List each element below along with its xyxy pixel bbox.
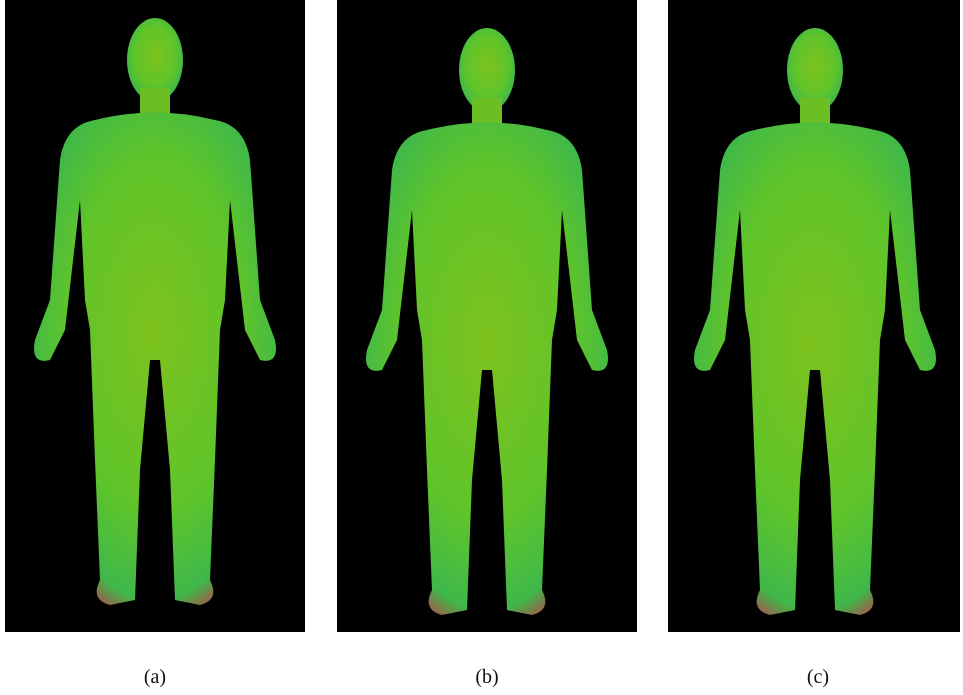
figure: (a) (b) (c) (0, 0, 963, 695)
panel-label: (a) (144, 666, 166, 688)
panel-label: (b) (475, 666, 498, 688)
panel-c (668, 0, 960, 632)
panel-b (337, 0, 637, 632)
panel-a (5, 0, 305, 632)
panel-label: (c) (807, 666, 829, 688)
